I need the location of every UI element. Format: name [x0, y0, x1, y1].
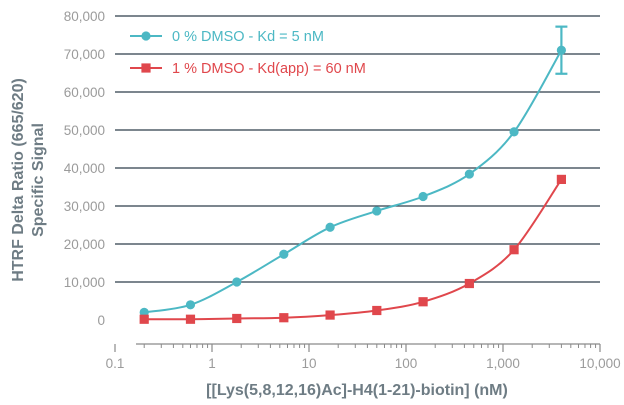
- x-tick-label: 0.1: [106, 356, 125, 371]
- data-point: [556, 174, 566, 184]
- legend-marker: [141, 31, 151, 41]
- y-tick-label: 60,000: [64, 85, 105, 100]
- y-tick-label: 20,000: [64, 237, 105, 252]
- y-tick-label: 30,000: [64, 199, 105, 214]
- data-point: [325, 222, 335, 232]
- legend-marker: [141, 63, 151, 73]
- data-point: [279, 313, 289, 323]
- series-line: [144, 49, 563, 314]
- x-tick-label: 100: [395, 356, 418, 371]
- y-tick-label: 0: [97, 313, 105, 328]
- y-tick-label: 40,000: [64, 161, 105, 176]
- x-tick-label: 1,000: [486, 356, 520, 371]
- data-point: [372, 206, 382, 216]
- y-tick-label: 70,000: [64, 47, 105, 62]
- legend-label: 1 % DMSO - Kd(app) = 60 nM: [172, 61, 366, 77]
- data-point: [418, 191, 428, 202]
- data-point: [279, 249, 289, 259]
- legend-label: 0 % DMSO - Kd = 5 nM: [172, 29, 324, 45]
- data-point: [418, 297, 428, 307]
- x-axis-title: [[Lys(5,8,12,16)Ac]-H4(1-21)-biotin] (nM…: [206, 382, 508, 399]
- series-2: [139, 174, 566, 324]
- axis-titles: [[Lys(5,8,12,16)Ac]-H4(1-21)-biotin] (nM…: [10, 78, 508, 399]
- data-point: [232, 277, 242, 287]
- y-tick-label: 10,000: [64, 275, 105, 290]
- series-layer: [139, 25, 568, 324]
- data-point: [464, 278, 474, 289]
- data-point: [464, 169, 474, 179]
- x-tick-label: 10: [301, 356, 316, 371]
- data-point: [232, 313, 242, 324]
- x-tick-label: 1: [208, 356, 216, 371]
- y-axis-title-line1: HTRF Delta Ratio (665/620): [10, 78, 27, 282]
- data-point: [509, 127, 519, 137]
- data-point: [372, 305, 382, 316]
- y-tick-label: 80,000: [64, 9, 105, 24]
- legend-entry-2: 1 % DMSO - Kd(app) = 60 nM: [130, 61, 366, 77]
- series-line: [144, 178, 563, 321]
- data-point: [556, 45, 566, 55]
- legend-entry-1: 0 % DMSO - Kd = 5 nM: [130, 29, 324, 45]
- series-1: [139, 25, 568, 317]
- y-axis-title-line2: Specific Signal: [30, 123, 47, 237]
- y-tick-label: 50,000: [64, 123, 105, 138]
- legend: 0 % DMSO - Kd = 5 nM 1 % DMSO - Kd(app) =…: [130, 29, 366, 77]
- data-point: [185, 314, 196, 324]
- x-tick-label: 10,000: [579, 356, 620, 371]
- data-point: [509, 245, 519, 255]
- data-point: [185, 300, 196, 310]
- data-point: [139, 314, 149, 324]
- data-point: [325, 310, 335, 320]
- grid-lines: [115, 15, 600, 283]
- axes: 0 10,000 20,000 30,000 40,000 50,000 60,000 70,…: [64, 9, 621, 371]
